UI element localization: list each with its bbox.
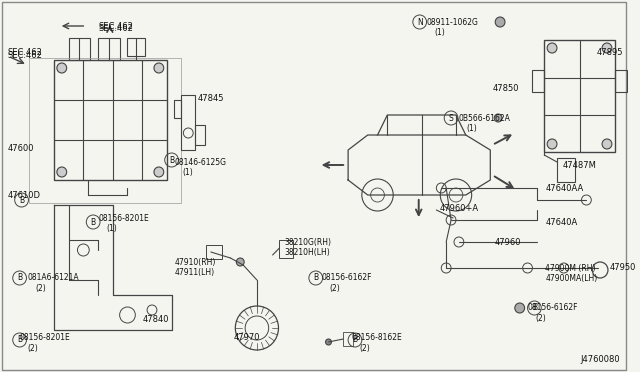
Bar (206, 245, 221, 259)
Bar (544, 40, 615, 152)
Text: SEC.462: SEC.462 (8, 51, 43, 60)
Text: 081A6-6121A: 081A6-6121A (28, 273, 79, 282)
Text: (1): (1) (435, 28, 445, 36)
Text: J4760080: J4760080 (580, 355, 620, 364)
Circle shape (154, 167, 164, 177)
Text: (2): (2) (28, 343, 38, 353)
Bar (54, 60, 166, 180)
Text: (1): (1) (467, 124, 477, 132)
Circle shape (602, 139, 612, 149)
Text: SEC.462: SEC.462 (98, 23, 133, 32)
Text: B: B (313, 273, 318, 282)
Text: S: S (449, 113, 454, 122)
Text: 0B566-6162A: 0B566-6162A (459, 113, 511, 122)
Circle shape (494, 114, 502, 122)
Text: 47960: 47960 (494, 237, 521, 247)
Text: 47900M (RH): 47900M (RH) (545, 263, 596, 273)
Text: 08156-8201E: 08156-8201E (98, 214, 149, 222)
Text: B: B (169, 155, 174, 164)
Text: 08146-6125G: 08146-6125G (175, 157, 227, 167)
Circle shape (547, 43, 557, 53)
Text: 08156-6162F: 08156-6162F (527, 304, 578, 312)
Text: SEC.462: SEC.462 (8, 48, 43, 57)
Text: 08911-1062G: 08911-1062G (426, 17, 479, 26)
Circle shape (57, 63, 67, 73)
Bar (280, 240, 293, 258)
Text: N: N (417, 17, 422, 26)
Text: 47487M: 47487M (563, 160, 596, 170)
Text: 47950: 47950 (610, 263, 636, 273)
Text: B: B (17, 273, 22, 282)
Text: B: B (353, 336, 358, 344)
Circle shape (57, 167, 67, 177)
Circle shape (154, 63, 164, 73)
Text: B: B (19, 196, 24, 205)
Text: (1): (1) (182, 167, 193, 176)
Text: 47640A: 47640A (545, 218, 577, 227)
Text: (2): (2) (35, 283, 46, 292)
Text: 47600: 47600 (8, 144, 35, 153)
Text: (2): (2) (359, 343, 370, 353)
Bar (615, 70, 627, 92)
Text: 38210H(LH): 38210H(LH) (284, 247, 330, 257)
Bar (181, 95, 195, 150)
Text: (2): (2) (330, 283, 340, 292)
Bar (343, 332, 353, 346)
Text: 47900MA(LH): 47900MA(LH) (545, 273, 598, 282)
Text: 47895: 47895 (596, 48, 623, 57)
Text: 47640AA: 47640AA (545, 183, 584, 192)
Circle shape (236, 258, 244, 266)
Bar (557, 158, 575, 182)
Bar (98, 38, 120, 60)
Bar (195, 125, 205, 145)
Text: SEC.462: SEC.462 (98, 22, 133, 31)
Text: 38210G(RH): 38210G(RH) (284, 237, 332, 247)
Circle shape (326, 339, 332, 345)
Text: 47840: 47840 (142, 315, 169, 324)
Text: 08156-8201E: 08156-8201E (20, 334, 70, 343)
Bar (29, 58, 181, 203)
Text: 47610D: 47610D (8, 190, 41, 199)
Text: 47910(RH): 47910(RH) (175, 257, 216, 266)
Text: 08156-6162F: 08156-6162F (322, 273, 372, 282)
Text: B: B (532, 304, 537, 312)
Bar (173, 100, 181, 118)
Bar (532, 70, 544, 92)
Text: (2): (2) (536, 314, 546, 323)
Text: 47960+A: 47960+A (439, 203, 479, 212)
Circle shape (602, 43, 612, 53)
Text: B: B (17, 336, 22, 344)
Bar (127, 38, 145, 56)
Text: 47845: 47845 (198, 93, 225, 103)
Text: 47911(LH): 47911(LH) (175, 267, 214, 276)
Circle shape (515, 303, 525, 313)
Text: B: B (91, 218, 96, 227)
Text: 47850: 47850 (492, 83, 519, 93)
Bar (68, 38, 90, 60)
Circle shape (547, 139, 557, 149)
Circle shape (495, 17, 505, 27)
Text: 08156-8162E: 08156-8162E (351, 334, 402, 343)
Text: 47970: 47970 (234, 334, 260, 343)
Text: (1): (1) (106, 224, 116, 232)
